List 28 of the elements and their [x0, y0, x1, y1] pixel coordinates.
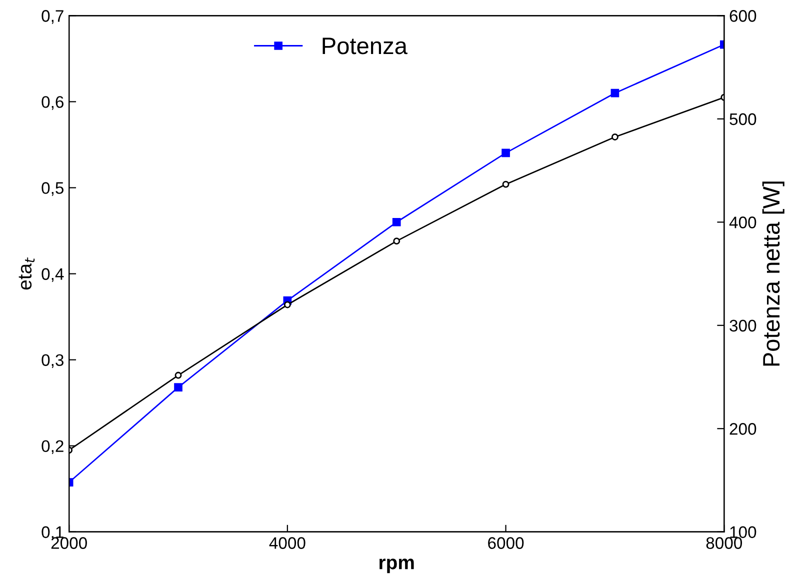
legend-label: Potenza	[322, 38, 408, 54]
y2-tick-label: 300	[730, 320, 756, 332]
point	[502, 180, 510, 188]
point	[392, 218, 401, 226]
y-axis-title: eta$_{t}$	[18, 257, 35, 290]
y2-tick-label: 600	[730, 10, 756, 22]
y-tick-label: 0,7	[42, 10, 64, 24]
y2-tick-label: 200	[730, 423, 756, 435]
y-tick-label: 0,3	[42, 354, 64, 368]
point	[611, 133, 618, 140]
y2-tick-label: 100	[730, 526, 756, 538]
point	[393, 238, 400, 245]
x-tick-label: 4000	[269, 537, 306, 549]
y-tick-label: 0,4	[42, 268, 64, 282]
x-axis-title: rpm	[380, 558, 414, 574]
y2-axis-title: Potenza netta [W]	[762, 182, 784, 366]
x-tick-label: 6000	[488, 537, 524, 549]
x-tick-label: 8000	[706, 537, 742, 549]
y2-tick-label: 400	[729, 216, 756, 228]
y2-tick-label: 500	[730, 113, 756, 126]
y-tick-label: 0,2	[42, 440, 64, 454]
point	[502, 148, 510, 158]
point	[174, 383, 182, 392]
point	[174, 372, 182, 379]
y-tick-label: 0,5	[42, 182, 64, 196]
y-tick-label: 0,6	[42, 96, 64, 110]
point	[610, 88, 620, 98]
point	[284, 301, 291, 308]
